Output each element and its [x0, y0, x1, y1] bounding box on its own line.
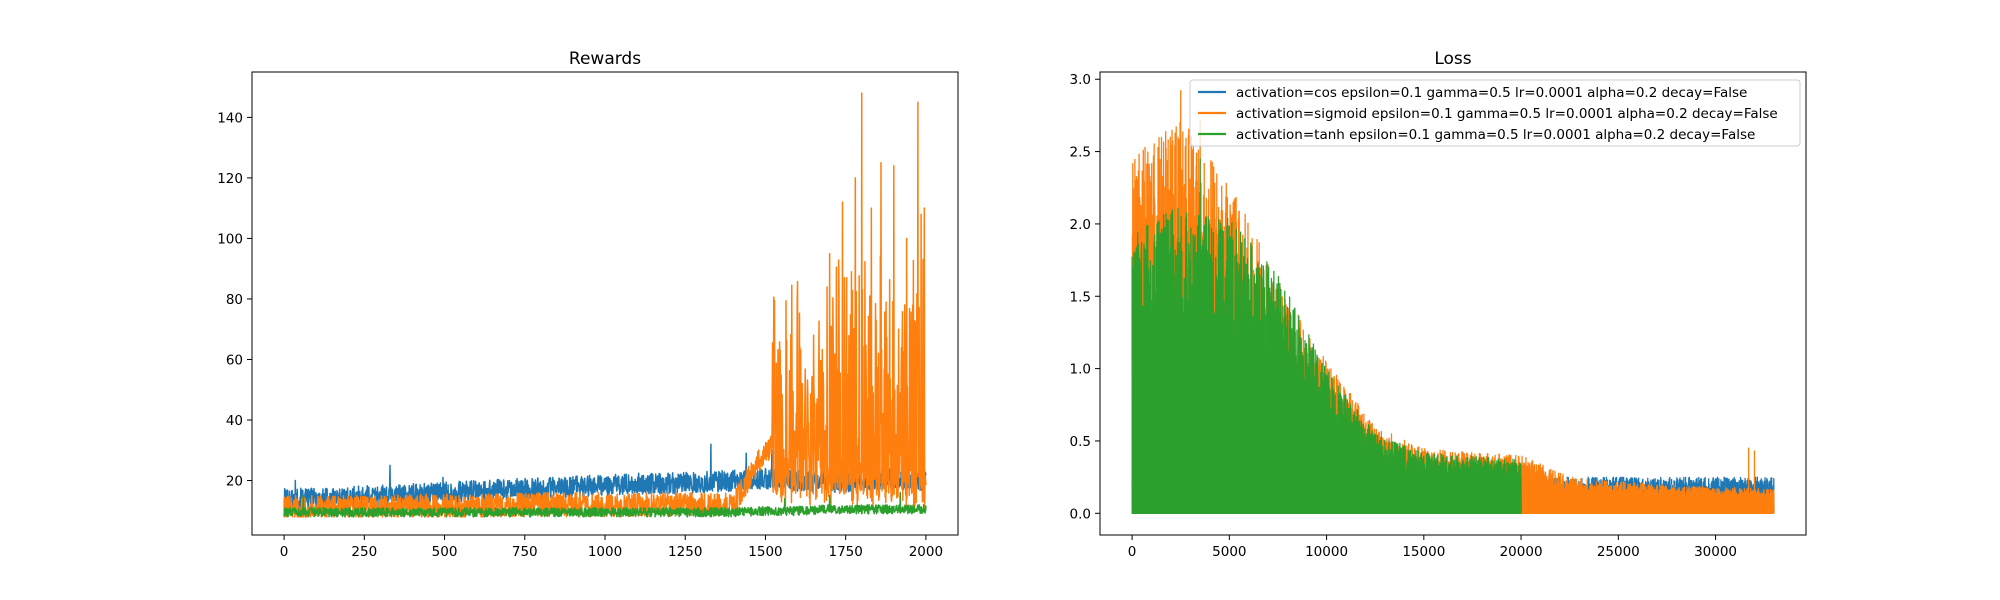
y-tick-label: 0.5	[1070, 434, 1091, 450]
y-tick-label: 140	[217, 110, 243, 126]
x-tick-label: 250	[351, 544, 377, 560]
loss-title: Loss	[1434, 49, 1471, 69]
y-tick-label: 80	[226, 292, 243, 308]
rewards-title: Rewards	[569, 49, 641, 69]
x-tick-label: 10000	[1305, 544, 1348, 560]
rewards-axes: Rewards 0 250 500 750 1000 1250 1500 1750 2000 20…	[217, 49, 959, 560]
x-tick-label: 2000	[909, 544, 943, 560]
x-tick-label: 500	[432, 544, 458, 560]
legend-label-sigmoid: activation=sigmoid epsilon=0.1 gamma=0.5…	[1236, 106, 1778, 122]
x-tick-label: 20000	[1500, 544, 1543, 560]
y-tick-label: 3.0	[1070, 72, 1091, 88]
y-tick-label: 40	[226, 413, 243, 429]
x-tick-label: 0	[1128, 544, 1137, 560]
x-tick-label: 25000	[1597, 544, 1640, 560]
loss-plot-area	[1131, 90, 1775, 514]
y-tick-label: 2.0	[1070, 217, 1091, 233]
rewards-ticks: 0 250 500 750 1000 1250 1500 1750 2000 20 40 60 80 10…	[217, 110, 943, 560]
legend-label-cos: activation=cos epsilon=0.1 gamma=0.5 lr=…	[1236, 85, 1747, 101]
rewards-series-line-1	[283, 92, 927, 518]
loss-axes: Loss 0 5000 10000 15000 20000 25000 30000 0.0 0.…	[1070, 49, 1807, 560]
x-tick-label: 5000	[1212, 544, 1246, 560]
x-tick-label: 1750	[829, 544, 863, 560]
x-tick-label: 1250	[668, 544, 702, 560]
loss-ticks: 0 5000 10000 15000 20000 25000 30000 0.0 0.5 1.0 1…	[1070, 72, 1738, 560]
y-tick-label: 100	[217, 231, 243, 247]
loss-series-line-2	[1131, 158, 1522, 514]
x-tick-label: 1500	[748, 544, 782, 560]
rewards-axes-frame	[251, 71, 959, 536]
x-tick-label: 15000	[1402, 544, 1445, 560]
y-tick-label: 1.5	[1070, 289, 1091, 305]
loss-series-group	[1131, 90, 1775, 514]
legend-frame	[1189, 79, 1801, 147]
rewards-series-group	[283, 92, 927, 518]
x-tick-label: 30000	[1694, 544, 1737, 560]
rewards-plot-area	[283, 92, 927, 518]
y-tick-label: 60	[226, 352, 243, 368]
rewards-series-line-2	[283, 491, 927, 518]
x-tick-label: 750	[512, 544, 538, 560]
y-tick-label: 2.5	[1070, 145, 1091, 161]
x-tick-label: 0	[280, 544, 289, 560]
loss-axes-frame	[1099, 71, 1807, 536]
y-tick-label: 1.0	[1070, 362, 1091, 378]
legend-label-tanh: activation=tanh epsilon=0.1 gamma=0.5 lr…	[1236, 127, 1755, 143]
rewards-series-line-0	[283, 443, 927, 510]
y-tick-label: 20	[226, 474, 243, 490]
loss-legend: activation=cos epsilon=0.1 gamma=0.5 lr=…	[1189, 79, 1801, 147]
x-tick-label: 1000	[588, 544, 622, 560]
y-tick-label: 120	[217, 171, 243, 187]
y-tick-label: 0.0	[1070, 506, 1091, 522]
